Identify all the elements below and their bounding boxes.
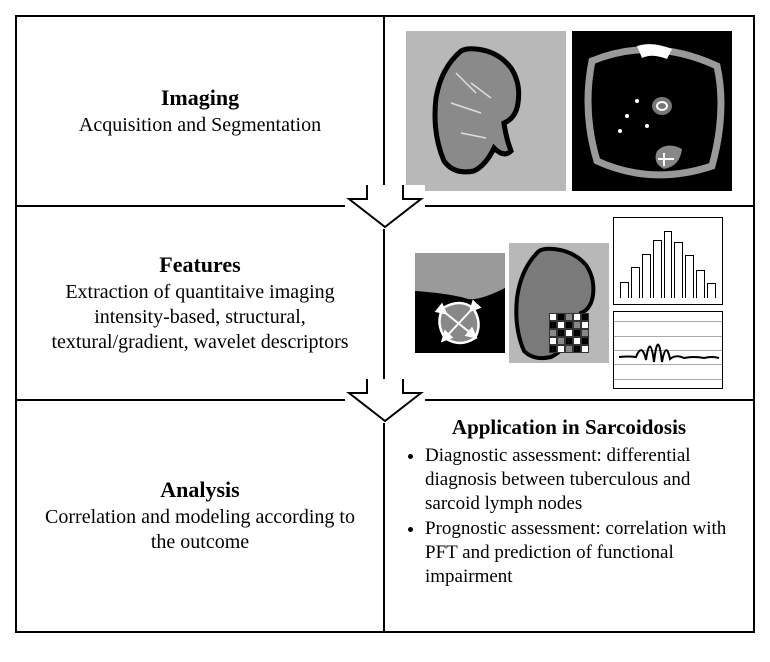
application-cell: Application in Sarcoidosis Diagnostic as… [385,401,753,631]
lung-texture-image [509,243,609,363]
row-features: Features Extraction of quantitaive imagi… [17,207,753,401]
wavelet-signal-icon [614,312,724,390]
features-text-cell: Features Extraction of quantitaive imagi… [17,207,385,399]
lymph-node-image [415,253,505,353]
imaging-desc: Acquisition and Segmentation [79,113,321,138]
workflow-diagram: Imaging Acquisition and Segmentation [15,15,755,633]
wavelet-chart [613,311,723,389]
imaging-title: Imaging [161,85,239,111]
bullet-prognostic: Prognostic assessment: correlation with … [425,517,735,588]
analysis-text-cell: Analysis Correlation and modeling accord… [17,401,385,631]
texture-grid-icon [549,313,589,353]
arrow-down-icon [345,379,425,423]
analysis-desc: Correlation and modeling according to th… [37,505,363,555]
features-desc: Extraction of quantitaive imaging intens… [37,280,363,355]
features-images [385,207,753,399]
ct-lung-segmented [406,31,566,191]
histogram-chart [613,217,723,305]
ct-chest-icon [572,31,732,191]
imaging-text-cell: Imaging Acquisition and Segmentation [17,17,385,205]
features-title: Features [159,252,240,278]
chart-stack [613,217,723,389]
nodule-measure-icon [415,253,505,353]
row-imaging: Imaging Acquisition and Segmentation [17,17,753,207]
ct-axial-chest [572,31,732,191]
lung-outline-icon [426,43,536,178]
application-title: Application in Sarcoidosis [403,415,735,440]
arrow-down-icon [345,185,425,229]
application-bullets: Diagnostic assessment: differential diag… [403,444,735,589]
bullet-diagnostic: Diagnostic assessment: differential diag… [425,444,735,515]
imaging-images [385,17,753,205]
row-analysis: Analysis Correlation and modeling accord… [17,401,753,631]
analysis-title: Analysis [160,477,239,503]
